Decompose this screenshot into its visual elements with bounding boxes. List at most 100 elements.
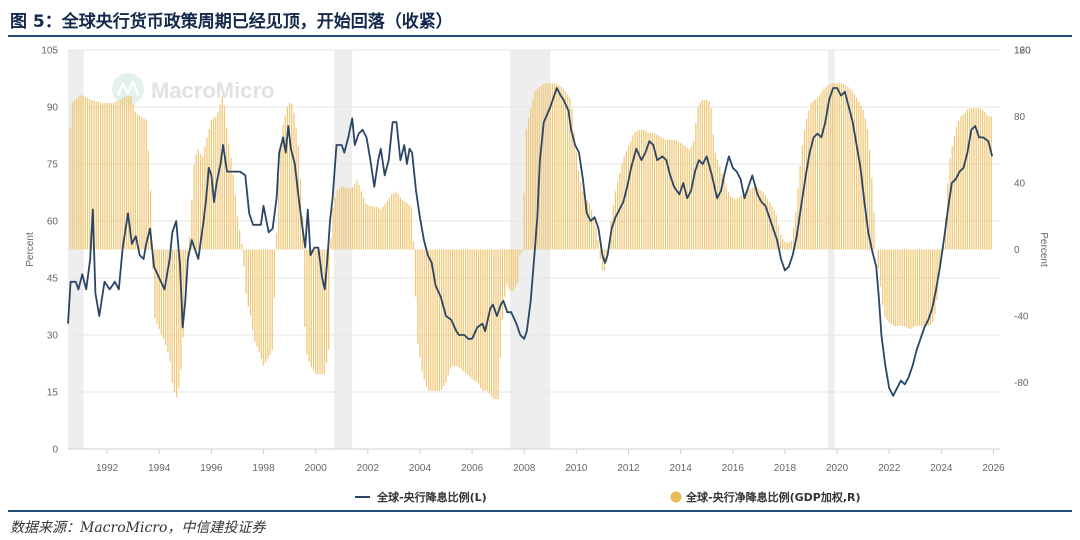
bar <box>747 189 749 250</box>
bar <box>165 249 167 346</box>
bar <box>788 242 790 250</box>
bar <box>829 84 832 250</box>
legend: 全球-央行降息比例(L) 全球-央行净降息比例(GDP加权,R) <box>355 490 861 504</box>
x-tick-label: 2004 <box>409 463 432 474</box>
bar <box>519 249 521 256</box>
bar <box>562 89 564 250</box>
bar <box>899 249 901 326</box>
bar <box>575 152 577 250</box>
bar <box>721 173 723 250</box>
bar <box>669 139 671 250</box>
bar <box>69 127 71 250</box>
x-tick-label: 2026 <box>982 463 1005 474</box>
bar <box>202 156 204 250</box>
bar <box>132 104 134 250</box>
bar <box>245 249 247 294</box>
bar <box>595 227 597 250</box>
bar <box>321 249 323 375</box>
bar <box>417 249 419 344</box>
bar <box>189 236 191 250</box>
bar <box>590 210 593 250</box>
bar <box>905 249 908 328</box>
bar <box>493 249 495 400</box>
x-axis-ticks: 1992 1994 1996 1998 2000 2002 2004 2006 2008 2010… <box>68 448 1005 474</box>
bar <box>167 249 169 353</box>
bar <box>586 200 588 250</box>
bar <box>677 141 680 250</box>
bar <box>378 208 380 250</box>
bar <box>380 209 382 250</box>
bar <box>419 249 421 358</box>
bar <box>443 249 445 386</box>
bar <box>291 103 293 250</box>
bar <box>816 97 819 250</box>
bar <box>178 249 180 389</box>
bar <box>219 104 221 250</box>
bar <box>630 140 632 250</box>
bar <box>838 83 840 250</box>
bar <box>560 86 562 250</box>
bar <box>756 186 758 250</box>
bar <box>658 135 660 250</box>
bar <box>901 249 903 326</box>
legend-label-bar: 全球-央行净降息比例(GDP加权,R) <box>685 490 861 504</box>
bar <box>695 122 697 250</box>
right-axis-title: Percent <box>1038 232 1049 267</box>
bar <box>447 249 449 376</box>
bar <box>960 116 962 250</box>
bar <box>71 101 73 250</box>
bar <box>890 249 893 325</box>
bar <box>690 146 693 250</box>
bar <box>367 204 369 250</box>
bar <box>84 96 87 250</box>
bar <box>449 249 451 369</box>
bar <box>984 112 986 250</box>
x-tick-label: 2000 <box>305 463 328 474</box>
bar <box>703 99 706 250</box>
bar <box>532 98 534 250</box>
right-tick-label: 80 <box>1014 112 1026 123</box>
bar <box>432 249 434 391</box>
bar <box>821 91 823 250</box>
bar <box>612 205 614 250</box>
bar <box>473 249 475 381</box>
bar <box>499 249 501 358</box>
bar <box>76 98 78 250</box>
bar <box>414 249 417 297</box>
bar <box>325 249 328 364</box>
bar <box>871 177 873 250</box>
bar <box>436 249 438 391</box>
bar <box>784 241 786 250</box>
bar <box>955 126 958 250</box>
bar <box>95 101 97 250</box>
bar <box>471 249 473 380</box>
left-tick-label: 30 <box>47 331 59 342</box>
bar <box>330 238 332 250</box>
bar <box>671 139 673 250</box>
bar <box>786 242 788 250</box>
bar <box>145 119 147 250</box>
bar <box>932 249 934 323</box>
bar <box>680 143 682 250</box>
bar <box>458 249 460 368</box>
bar <box>106 103 108 250</box>
watermark-logo-icon <box>112 73 144 105</box>
bar <box>308 249 310 362</box>
bar <box>614 191 617 250</box>
bar <box>102 103 104 250</box>
bar <box>775 215 777 250</box>
bar <box>792 227 795 250</box>
bar <box>93 100 95 250</box>
bar <box>810 103 812 250</box>
bar <box>916 249 919 326</box>
bar <box>714 152 717 250</box>
bar <box>347 187 349 250</box>
bar <box>675 140 677 250</box>
bar <box>373 206 375 250</box>
bar <box>567 94 569 250</box>
bottom-divider <box>8 510 1072 512</box>
bar <box>988 116 990 250</box>
left-tick-label: 105 <box>41 46 58 57</box>
bar <box>958 121 960 250</box>
